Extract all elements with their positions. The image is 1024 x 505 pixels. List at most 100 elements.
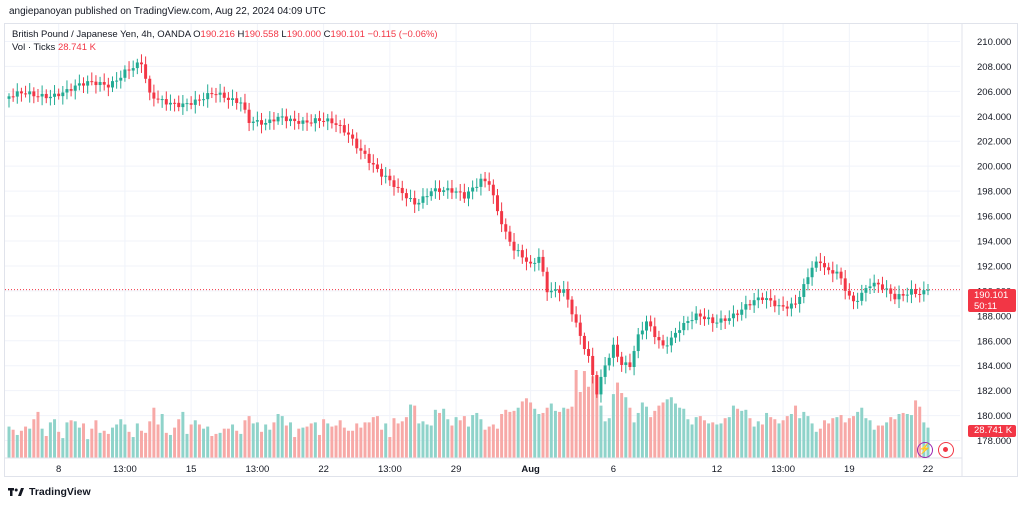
volume-bar (152, 407, 156, 458)
volume-bar (520, 401, 524, 458)
candle-body (433, 188, 437, 192)
volume-bar (313, 422, 317, 458)
price-tick-label: 196.000 (977, 212, 1011, 223)
volume-bar (40, 428, 44, 458)
volume-bar (363, 422, 367, 458)
price-tick-label: 200.000 (977, 162, 1011, 173)
candle-body (235, 98, 239, 104)
volume-bar (624, 397, 628, 458)
candle-body (7, 96, 11, 99)
volume-bar (148, 421, 152, 458)
footer-brand[interactable]: TradingView (8, 486, 91, 498)
volume-bar (102, 430, 106, 458)
candle-body (897, 294, 901, 300)
open-value: 190.216 (200, 29, 235, 40)
volume-bar (806, 416, 810, 458)
change-value: −0.115 (−0.06%) (367, 29, 438, 40)
candle-body (558, 289, 562, 293)
candle-body (317, 118, 321, 121)
candle-body (442, 190, 446, 192)
volume-bar (669, 397, 673, 458)
volume-bar (24, 426, 28, 458)
candle-body (500, 211, 504, 225)
candle-body (139, 62, 143, 65)
candle-body (760, 297, 764, 301)
candle-body (690, 320, 694, 322)
volume-tag: 28.741 K (968, 425, 1016, 437)
volume-bar (620, 393, 624, 458)
volume-bar (69, 420, 73, 458)
candle-body (814, 261, 818, 268)
volume-bar (247, 416, 251, 458)
volume-bar (185, 433, 189, 458)
candle-body (409, 198, 413, 200)
volume-bar (384, 423, 388, 458)
volume-bar (640, 402, 644, 458)
volume-bar (131, 437, 135, 458)
volume-bar (736, 408, 740, 458)
lightning-icon[interactable]: ⚡ (917, 442, 933, 458)
volume-bar (251, 423, 255, 458)
candle-body (193, 99, 197, 105)
chart-pane[interactable] (4, 23, 1018, 477)
candle-body (905, 294, 909, 296)
candle-body (181, 103, 185, 108)
candle-body (835, 271, 839, 274)
candle-body (810, 267, 814, 278)
volume-bar (417, 423, 421, 458)
time-tick-label: Aug (521, 464, 540, 475)
candle-body (885, 288, 889, 290)
record-icon[interactable] (938, 442, 954, 458)
candle-body (736, 313, 740, 315)
volume-bar (413, 405, 417, 458)
volume-bar (330, 426, 334, 458)
candle-body (309, 122, 313, 124)
time-tick-label: 12 (712, 464, 723, 475)
volume-bar (48, 422, 52, 458)
volume-bar (202, 428, 206, 458)
candle-body (595, 375, 599, 395)
time-tick-label: 8 (56, 464, 61, 475)
volume-bar (94, 420, 98, 458)
volume-bar (893, 419, 897, 458)
candle-body (102, 82, 106, 85)
candle-body (727, 318, 731, 321)
candle-body (48, 96, 52, 99)
volume-bar (566, 408, 570, 458)
candle-body (396, 186, 400, 188)
candle-body (926, 289, 930, 291)
volume-bar (500, 414, 504, 458)
volume-bar (371, 417, 375, 458)
candle-body (388, 175, 392, 181)
volume-bar (317, 434, 321, 458)
candle-body (206, 93, 210, 100)
volume-bar (421, 421, 425, 458)
volume-bar (338, 420, 342, 458)
candle-body (657, 337, 661, 341)
volume-bar (115, 424, 119, 458)
candle-body (197, 99, 201, 101)
candle-body (475, 186, 479, 188)
volume-bar (831, 418, 835, 458)
candle-body (471, 187, 475, 192)
candle-body (566, 289, 570, 300)
candle-body (330, 118, 334, 124)
volume-bar (781, 420, 785, 458)
volume-bar (553, 410, 557, 458)
volume-bar (843, 422, 847, 458)
candle-body (620, 356, 624, 365)
candle-body (19, 91, 23, 94)
volume-bar (773, 419, 777, 458)
volume-bar (309, 423, 313, 458)
candle-body (255, 120, 259, 122)
published-text: angiepanoyan published on TradingView.co… (9, 6, 326, 17)
volume-bar (599, 405, 603, 458)
symbol-name: British Pound / Japanese Yen, 4h, OANDA (12, 29, 191, 40)
candle-body (417, 202, 421, 205)
volume-bar (628, 407, 632, 458)
time-axis: 8 13:00 15 13:00 22 13:00 29 Aug 6 12 13:00 19 22 (56, 464, 933, 475)
volume-bar (181, 411, 185, 458)
volume-bar (529, 402, 533, 458)
volume-bar (744, 409, 748, 458)
